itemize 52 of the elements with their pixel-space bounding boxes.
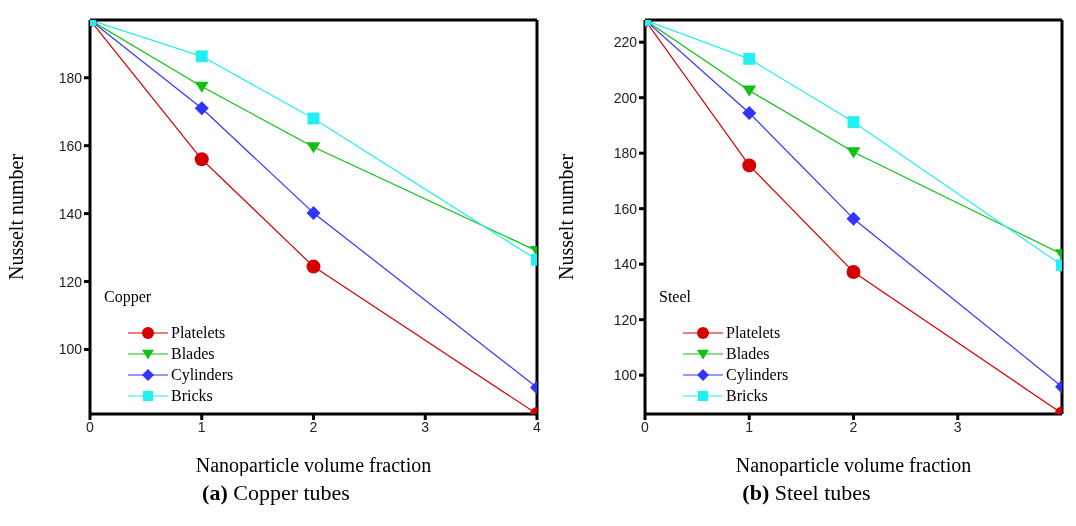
x-tick-label: 3 xyxy=(953,418,962,435)
point xyxy=(742,105,757,120)
point xyxy=(847,116,860,129)
text: (a) Copper tubes xyxy=(201,480,351,506)
y-tick-label: 140 xyxy=(58,205,83,222)
point xyxy=(743,52,756,65)
y-tick-label: 180 xyxy=(58,69,83,86)
x-tick-label: 2 xyxy=(309,418,318,435)
point xyxy=(742,85,757,97)
legend-title: Steel xyxy=(659,288,691,306)
point xyxy=(846,147,861,159)
point xyxy=(306,205,321,220)
y-tick-label: 100 xyxy=(613,367,638,384)
point xyxy=(846,264,861,279)
point xyxy=(194,152,209,167)
legend-title: Copper xyxy=(104,288,152,306)
legend-label: Cylinders xyxy=(171,365,234,384)
legend-label: Cylinders xyxy=(726,365,789,384)
x-tick-label: 3 xyxy=(421,418,430,435)
y-tick-label: 160 xyxy=(58,137,83,154)
y-axis-title: Nusselt number xyxy=(5,153,28,281)
x-tick-label: 0 xyxy=(641,418,650,435)
point xyxy=(306,142,321,154)
legend-label: Bricks xyxy=(726,386,768,405)
x-tick-label: 2 xyxy=(849,418,858,435)
point xyxy=(195,50,208,63)
legend-label: Bricks xyxy=(171,386,213,405)
x-axis-title: Nanoparticle volume fraction xyxy=(195,454,432,477)
y-tick-label: 160 xyxy=(613,200,638,217)
x-tick-label: 1 xyxy=(745,418,754,435)
x-tick-label: 4 xyxy=(533,418,542,435)
point xyxy=(194,101,209,116)
legend-label: Platelets xyxy=(171,323,226,342)
y-tick-label: 100 xyxy=(58,341,83,358)
point xyxy=(306,259,321,274)
y-tick-label: 220 xyxy=(613,34,638,51)
point xyxy=(194,81,209,93)
text: (b) Steel tubes xyxy=(741,480,872,506)
y-axis-title: Nusselt number xyxy=(555,153,578,281)
legend-label: Platelets xyxy=(726,323,781,342)
y-tick-label: 180 xyxy=(613,145,638,162)
point xyxy=(742,158,757,173)
y-tick-label: 120 xyxy=(613,311,638,328)
y-tick-label: 140 xyxy=(613,256,638,273)
x-axis-title: Nanoparticle volume fraction xyxy=(735,454,972,477)
y-tick-label: 200 xyxy=(613,89,638,106)
legend-label: Blades xyxy=(726,344,770,363)
x-tick-label: 1 xyxy=(197,418,206,435)
y-tick-label: 120 xyxy=(58,273,83,290)
point xyxy=(846,211,861,226)
legend-label: Blades xyxy=(171,344,215,363)
x-tick-label: 0 xyxy=(86,418,95,435)
